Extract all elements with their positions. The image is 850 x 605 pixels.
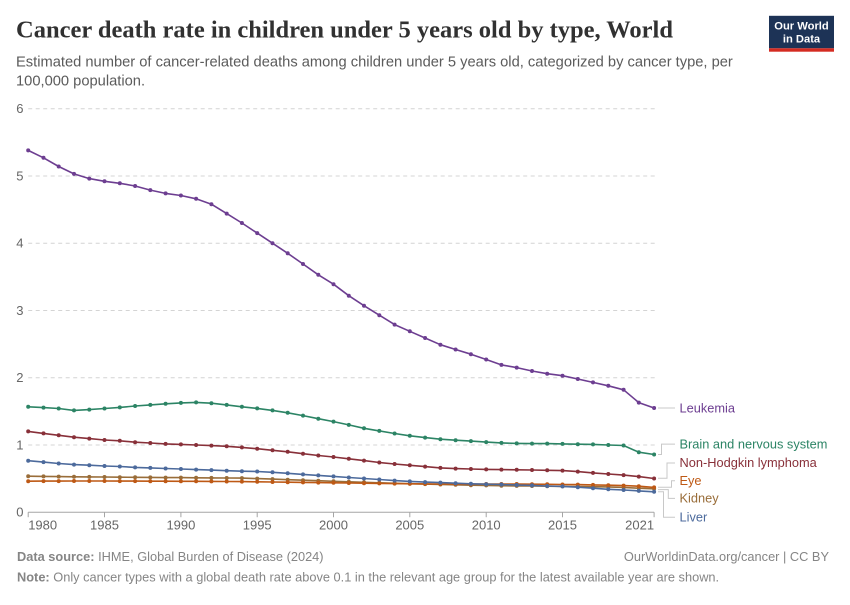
svg-text:Our World: Our World (774, 20, 829, 32)
svg-text:OurWorldinData.org/cancer | CC: OurWorldinData.org/cancer | CC BY (624, 549, 830, 564)
svg-text:Cancer death rate in children: Cancer death rate in children under 5 ye… (16, 17, 673, 44)
svg-text:2005: 2005 (395, 518, 424, 533)
svg-text:1990: 1990 (166, 518, 195, 533)
svg-text:2: 2 (16, 370, 23, 385)
svg-text:2021: 2021 (625, 518, 654, 533)
svg-text:2015: 2015 (548, 518, 577, 533)
svg-text:0: 0 (16, 505, 23, 520)
svg-text:Brain and nervous system: Brain and nervous system (680, 436, 828, 451)
svg-text:6: 6 (16, 101, 23, 116)
svg-text:3: 3 (16, 303, 23, 318)
svg-text:2000: 2000 (319, 518, 348, 533)
svg-text:Estimated number of cancer-rel: Estimated number of cancer-related death… (16, 55, 733, 71)
svg-text:100,000 population.: 100,000 population. (16, 74, 145, 90)
svg-text:1995: 1995 (243, 518, 272, 533)
svg-text:Non-Hodgkin lymphoma: Non-Hodgkin lymphoma (680, 455, 818, 470)
svg-text:1980: 1980 (28, 518, 57, 533)
svg-text:Leukemia: Leukemia (680, 400, 736, 415)
svg-text:1985: 1985 (90, 518, 119, 533)
svg-text:1: 1 (16, 438, 23, 453)
svg-text:in Data: in Data (783, 33, 821, 45)
svg-text:Eye: Eye (680, 473, 702, 488)
svg-text:Note: Only cancer types with a: Note: Only cancer types with a global de… (17, 570, 719, 585)
svg-text:5: 5 (16, 169, 23, 184)
svg-text:Kidney: Kidney (680, 491, 720, 506)
svg-text:2010: 2010 (472, 518, 501, 533)
svg-text:Data source: IHME, Global Burd: Data source: IHME, Global Burden of Dise… (17, 549, 324, 564)
svg-text:Liver: Liver (680, 510, 708, 525)
svg-text:4: 4 (16, 236, 23, 251)
